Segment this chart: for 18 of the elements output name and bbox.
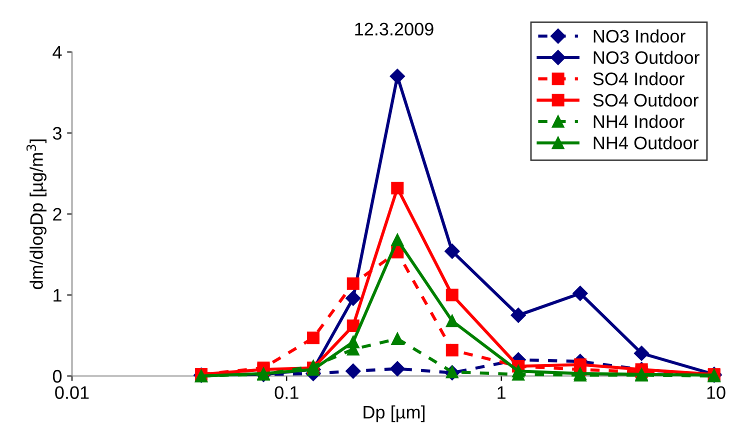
x-axis-title: Dp [µm] (364, 405, 424, 422)
y-tick-label: 2 (53, 208, 62, 221)
legend-label: NH4 Outdoor (594, 136, 698, 150)
legend-label: NO3 Outdoor (594, 50, 700, 64)
y-tick-label: 3 (52, 126, 62, 140)
y-tick-label: 4 (52, 46, 62, 59)
chart-title: 12.3.2009 (355, 22, 434, 36)
x-tick-label: 10 (707, 386, 726, 399)
legend-label: NH4 Indoor (594, 114, 684, 128)
y-tick-label: 0 (52, 370, 62, 383)
x-tick-label: 1 (498, 386, 506, 399)
x-tick-label: 0.1 (274, 386, 298, 399)
y-axis-title: dm/dlogDp [µg/m$^{3}$] (26, 140, 46, 290)
y-tick-label: 1 (54, 289, 62, 302)
legend-label: SO4 Indoor (593, 72, 684, 86)
x-tick-label: 0.01 (55, 386, 89, 399)
legend-label: SO4 Outdoor (593, 93, 698, 107)
legend-label: NO3 Indoor (594, 29, 686, 43)
